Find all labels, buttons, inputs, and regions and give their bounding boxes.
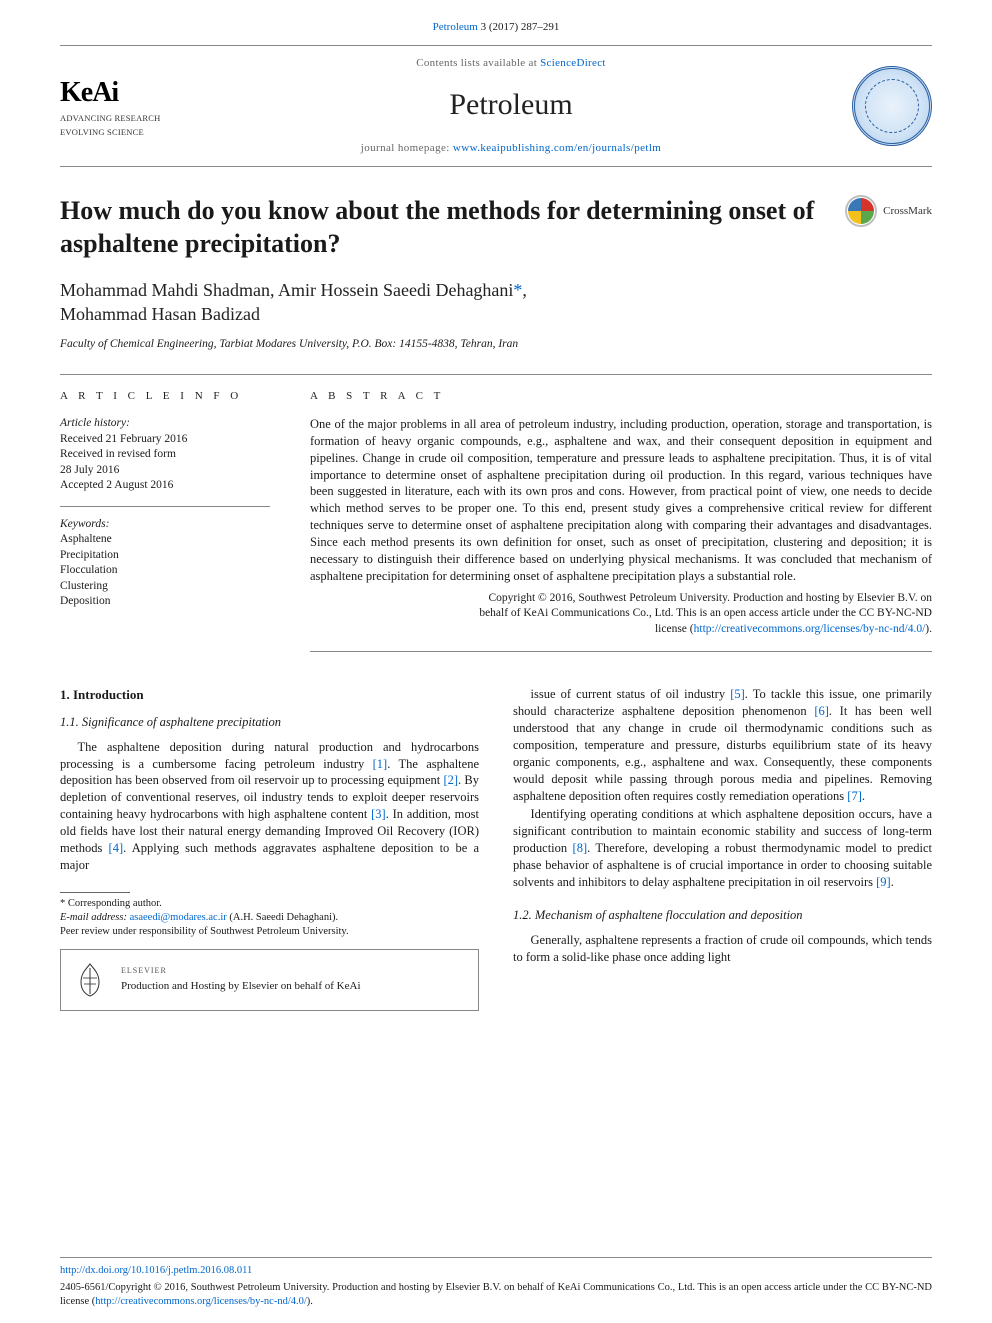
history-accepted: Accepted 2 August 2016: [60, 478, 270, 494]
body-columns: 1. Introduction 1.1. Significance of asp…: [60, 686, 932, 1011]
p1e: . Applying such methods aggravates aspha…: [60, 841, 479, 872]
publisher-logo-text: KeAi: [60, 74, 190, 112]
publisher-tagline-1: ADVANCING RESEARCH: [60, 113, 190, 124]
journal-homepage-link[interactable]: www.keaipublishing.com/en/journals/petlm: [453, 142, 661, 154]
page-footer: http://dx.doi.org/10.1016/j.petlm.2016.0…: [60, 1257, 932, 1309]
section-1-2-head: 1.2. Mechanism of asphaltene flocculatio…: [513, 907, 932, 924]
ref-8[interactable]: [8]: [573, 841, 588, 855]
title-row: How much do you know about the methods f…: [60, 195, 932, 260]
contents-prefix: Contents lists available at: [416, 57, 540, 69]
footer-suffix: ).: [307, 1296, 313, 1307]
masthead-center: Contents lists available at ScienceDirec…: [200, 56, 822, 156]
elsevier-logo-icon: [73, 960, 107, 1000]
copyright-line-3-prefix: license (: [655, 623, 694, 635]
abstract-header: A B S T R A C T: [310, 389, 932, 404]
para-3: Identifying operating conditions at whic…: [513, 806, 932, 890]
affiliation: Faculty of Chemical Engineering, Tarbiat…: [60, 337, 932, 353]
abstract-body: One of the major problems in all area of…: [310, 417, 932, 583]
ref-2[interactable]: [2]: [443, 773, 458, 787]
history-head: Article history:: [60, 416, 270, 432]
peer-review-note: Peer review under responsibility of Sout…: [60, 925, 479, 939]
ref-5[interactable]: [5]: [730, 687, 745, 701]
license-link[interactable]: http://creativecommons.org/licenses/by-n…: [694, 623, 926, 635]
footer-license-link[interactable]: http://creativecommons.org/licenses/by-n…: [95, 1296, 307, 1307]
keyword-item: Flocculation: [60, 563, 270, 579]
contents-line: Contents lists available at ScienceDirec…: [200, 56, 822, 71]
crossmark-icon: [845, 195, 877, 227]
hosting-box: ELSEVIER Production and Hosting by Elsev…: [60, 949, 479, 1011]
journal-homepage-line: journal homepage: www.keaipublishing.com…: [200, 141, 822, 156]
email-line: E-mail address: asaeedi@modares.ac.ir (A…: [60, 911, 479, 925]
running-citation: Petroleum 3 (2017) 287–291: [60, 20, 932, 35]
masthead: KeAi ADVANCING RESEARCH EVOLVING SCIENCE…: [60, 45, 932, 167]
p3c: .: [891, 875, 894, 889]
authors: Mohammad Mahdi Shadman, Amir Hossein Sae…: [60, 278, 932, 327]
keyword-item: Asphaltene: [60, 532, 270, 548]
history-received: Received 21 February 2016: [60, 432, 270, 448]
corresponding-email[interactable]: asaeedi@modares.ac.ir: [130, 912, 227, 923]
ref-3[interactable]: [3]: [371, 807, 386, 821]
citation-volpages-value: 3 (2017) 287–291: [481, 21, 560, 33]
institution-logo: [852, 66, 932, 146]
authors-line-2: Mohammad Hasan Badizad: [60, 304, 260, 324]
email-owner: (A.H. Saeedi Dehaghani).: [227, 912, 338, 923]
abstract-block: A B S T R A C T One of the major problem…: [310, 389, 932, 652]
para-1: The asphaltene deposition during natural…: [60, 739, 479, 874]
keyword-item: Precipitation: [60, 548, 270, 564]
crossmark-badge[interactable]: CrossMark: [845, 195, 932, 227]
copyright-line-1: Copyright © 2016, Southwest Petroleum Un…: [489, 592, 932, 604]
keywords-list: Asphaltene Precipitation Flocculation Cl…: [60, 532, 270, 610]
para-4: Generally, asphaltene represents a fract…: [513, 932, 932, 966]
journal-name: Petroleum: [200, 85, 822, 126]
authors-line-1: Mohammad Mahdi Shadman, Amir Hossein Sae…: [60, 280, 513, 300]
section-1-head: 1. Introduction: [60, 686, 479, 704]
corresponding-note: * Corresponding author.: [60, 897, 479, 911]
publisher-tagline-2: EVOLVING SCIENCE: [60, 127, 190, 138]
keywords-head: Keywords:: [60, 517, 270, 533]
ref-7[interactable]: [7]: [847, 789, 862, 803]
crossmark-label: CrossMark: [883, 204, 932, 219]
history-revised-2: 28 July 2016: [60, 463, 270, 479]
hosting-text: Production and Hosting by Elsevier on be…: [121, 979, 361, 994]
institution-logo-wrap: [832, 66, 932, 146]
meta-abstract-grid: A R T I C L E I N F O Article history: R…: [60, 374, 932, 652]
email-label: E-mail address:: [60, 912, 130, 923]
copyright-block: Copyright © 2016, Southwest Petroleum Un…: [310, 591, 932, 638]
article-title: How much do you know about the methods f…: [60, 195, 825, 260]
para-2: issue of current status of oil industry …: [513, 686, 932, 804]
elsevier-label: ELSEVIER: [121, 966, 361, 977]
p2c: . It has been well understood that any c…: [513, 704, 932, 802]
corresponding-marker: *: [513, 280, 522, 300]
footnote-block: * Corresponding author. E-mail address: …: [60, 892, 479, 1012]
keyword-item: Deposition: [60, 594, 270, 610]
section-1-1-head: 1.1. Significance of asphaltene precipit…: [60, 714, 479, 731]
history-revised-1: Received in revised form: [60, 447, 270, 463]
homepage-prefix: journal homepage:: [361, 142, 453, 154]
p2a: issue of current status of oil industry: [531, 687, 731, 701]
info-divider: [60, 506, 270, 507]
publisher-block: KeAi ADVANCING RESEARCH EVOLVING SCIENCE: [60, 74, 190, 139]
ref-1[interactable]: [1]: [373, 757, 388, 771]
citation-journal[interactable]: Petroleum: [433, 21, 478, 33]
p2d: .: [862, 789, 865, 803]
article-info-header: A R T I C L E I N F O: [60, 389, 270, 404]
article-info: A R T I C L E I N F O Article history: R…: [60, 389, 270, 652]
ref-6[interactable]: [6]: [814, 704, 829, 718]
ref-9[interactable]: [9]: [876, 875, 891, 889]
abstract-text: One of the major problems in all area of…: [310, 416, 932, 637]
abstract-bottom-rule: [310, 651, 932, 652]
copyright-line-3-suffix: ).: [925, 623, 932, 635]
footnote-rule: [60, 892, 130, 893]
keyword-item: Clustering: [60, 579, 270, 595]
ref-4[interactable]: [4]: [109, 841, 124, 855]
copyright-line-2: behalf of KeAi Communications Co., Ltd. …: [479, 607, 932, 619]
doi-link[interactable]: http://dx.doi.org/10.1016/j.petlm.2016.0…: [60, 1264, 932, 1278]
sciencedirect-link[interactable]: ScienceDirect: [540, 57, 606, 69]
